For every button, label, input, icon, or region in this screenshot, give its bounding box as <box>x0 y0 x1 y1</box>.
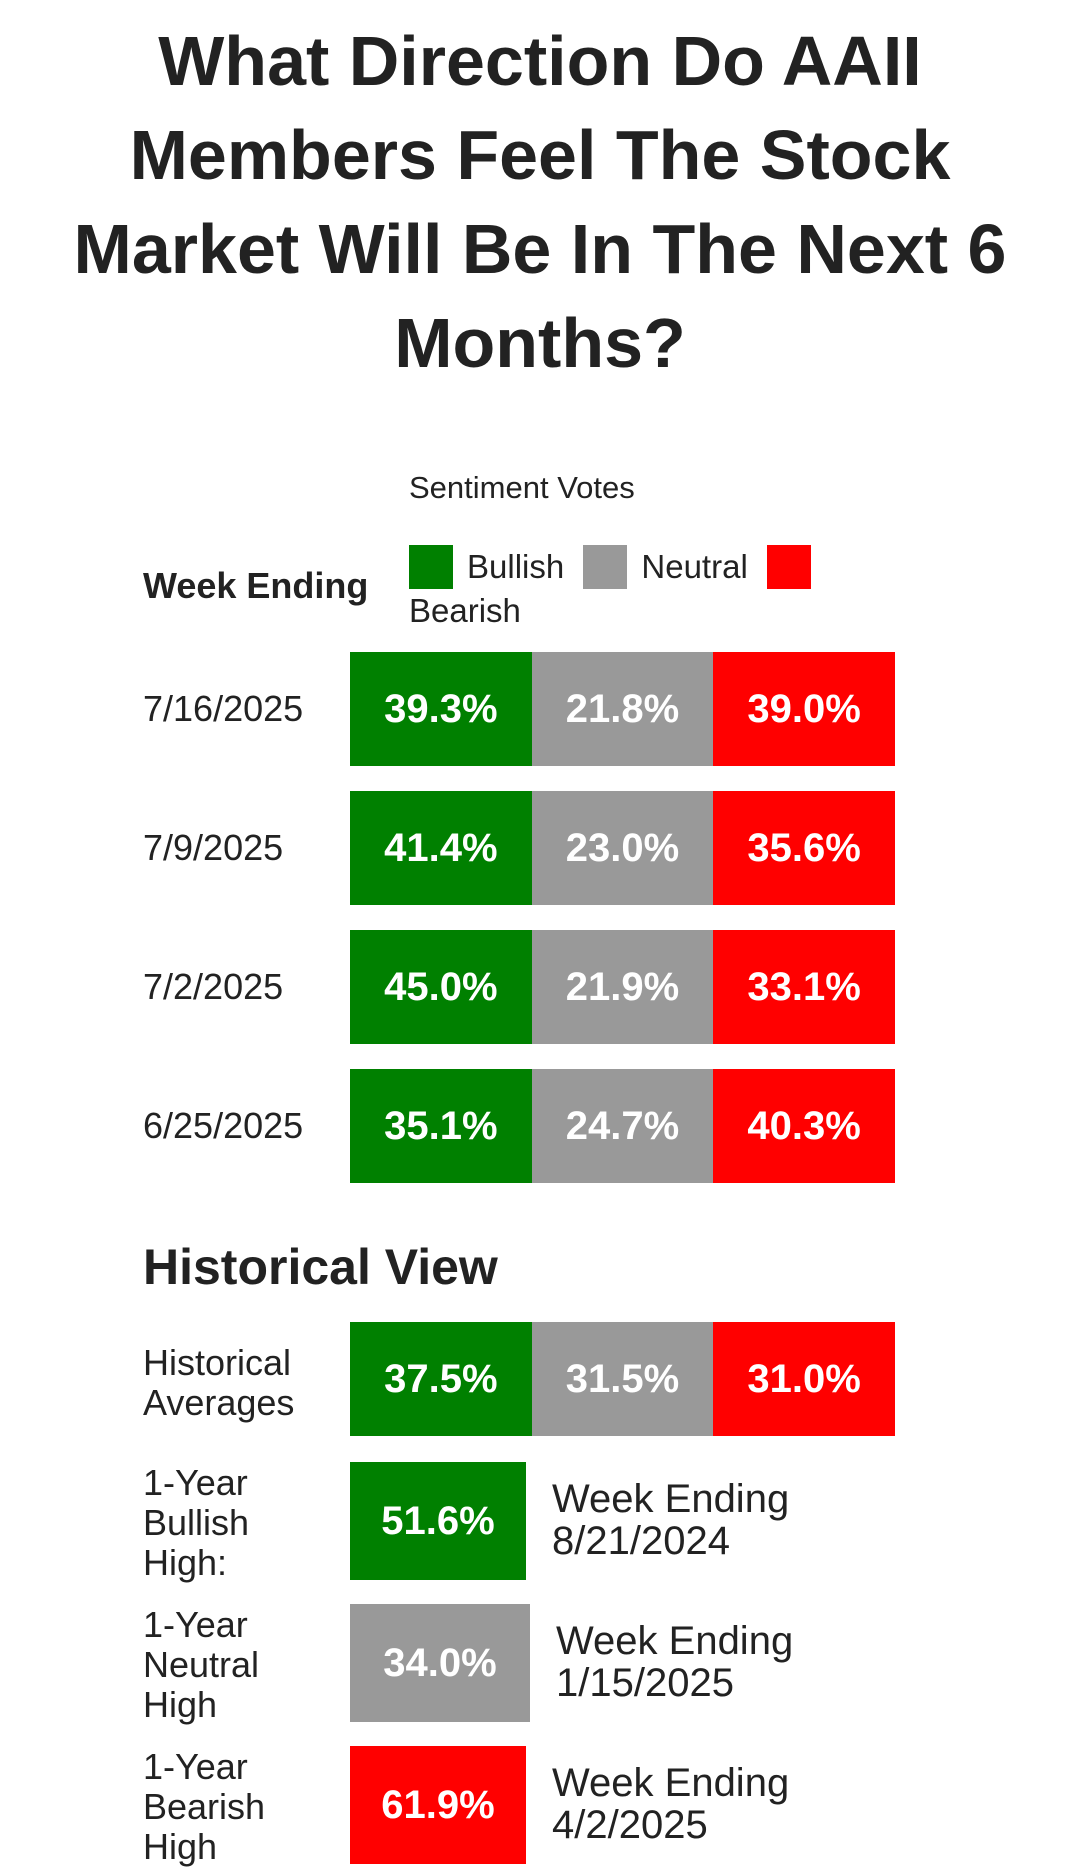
bullish-high-label: 1-Year Bullish High: <box>143 1463 249 1583</box>
label-line: Averages <box>143 1382 295 1423</box>
neutral-high-week: Week Ending 1/15/2025 <box>556 1620 793 1704</box>
week-date: 7/16/2025 <box>143 688 304 729</box>
legend-neutral-label: Neutral <box>641 548 748 585</box>
sentiment-votes-label: Sentiment Votes <box>409 470 635 505</box>
label-line: High <box>143 1826 218 1867</box>
historical-view-title: Historical View <box>143 1239 498 1295</box>
neutral-value: 21.9% <box>531 930 714 1044</box>
historical-averages-bar: 37.5% 31.5% 31.0% <box>350 1322 895 1436</box>
label-line: 1-Year <box>143 1462 248 1503</box>
bullish-value: 35.1% <box>350 1069 532 1183</box>
bullish-value: 39.3% <box>350 652 532 766</box>
bearish-high-label: 1-Year Bearish High <box>143 1747 265 1867</box>
week-ending-label: Week Ending <box>552 1477 790 1521</box>
week-ending-date: 4/2/2025 <box>552 1803 708 1847</box>
week-date: 7/2/2025 <box>143 966 284 1007</box>
week-ending-date: 1/15/2025 <box>556 1661 734 1705</box>
legend-bullish-label: Bullish <box>467 548 565 585</box>
sentiment-bar: 45.0% 21.9% 33.1% <box>350 930 895 1044</box>
label-line: Historical <box>143 1342 292 1383</box>
neutral-high-value: 34.0% <box>350 1604 530 1722</box>
bullish-value: 45.0% <box>350 930 532 1044</box>
bullish-high-week: Week Ending 8/21/2024 <box>552 1478 789 1562</box>
sentiment-bar: 35.1% 24.7% 40.3% <box>350 1069 895 1183</box>
bullish-swatch <box>409 545 453 589</box>
label-line: Bullish <box>143 1502 250 1543</box>
neutral-swatch <box>583 545 628 589</box>
bearish-value: 31.0% <box>713 1322 895 1436</box>
label-line: Neutral <box>143 1644 260 1685</box>
bearish-high-week: Week Ending 4/2/2025 <box>552 1762 789 1846</box>
bearish-value: 35.6% <box>713 791 895 905</box>
label-line: 1-Year <box>143 1604 248 1645</box>
week-ending-label: Week Ending <box>552 1761 790 1805</box>
label-line: 1-Year <box>143 1746 248 1787</box>
bullish-high-value: 51.6% <box>350 1462 526 1580</box>
bearish-swatch <box>766 545 811 589</box>
label-line: High: <box>143 1542 228 1583</box>
week-ending-date: 8/21/2024 <box>552 1519 730 1563</box>
legend-bearish-label: Bearish <box>409 592 521 629</box>
sentiment-bar: 41.4% 23.0% 35.6% <box>350 791 895 905</box>
neutral-value: 23.0% <box>531 791 714 905</box>
bearish-value: 33.1% <box>713 930 895 1044</box>
bearish-value: 39.0% <box>713 652 895 766</box>
legend: Bullish Neutral Bearish <box>409 545 829 633</box>
neutral-value: 31.5% <box>531 1322 714 1436</box>
neutral-value: 21.8% <box>531 652 714 766</box>
bullish-value: 37.5% <box>350 1322 532 1436</box>
bullish-value: 41.4% <box>350 791 532 905</box>
historical-averages-label: Historical Averages <box>143 1343 294 1423</box>
neutral-value: 24.7% <box>531 1069 714 1183</box>
label-line: High <box>143 1684 218 1725</box>
bearish-value: 40.3% <box>713 1069 895 1183</box>
week-date: 6/25/2025 <box>143 1105 304 1146</box>
week-ending-header: Week Ending <box>143 565 369 606</box>
neutral-high-label: 1-Year Neutral High <box>143 1605 259 1725</box>
bearish-high-value: 61.9% <box>350 1746 526 1864</box>
page-title: What Direction Do AAII Members Feel The … <box>73 22 1007 382</box>
week-date: 7/9/2025 <box>143 827 284 868</box>
label-line: Bearish <box>143 1786 266 1827</box>
sentiment-bar: 39.3% 21.8% 39.0% <box>350 652 895 766</box>
week-ending-label: Week Ending <box>556 1619 794 1663</box>
